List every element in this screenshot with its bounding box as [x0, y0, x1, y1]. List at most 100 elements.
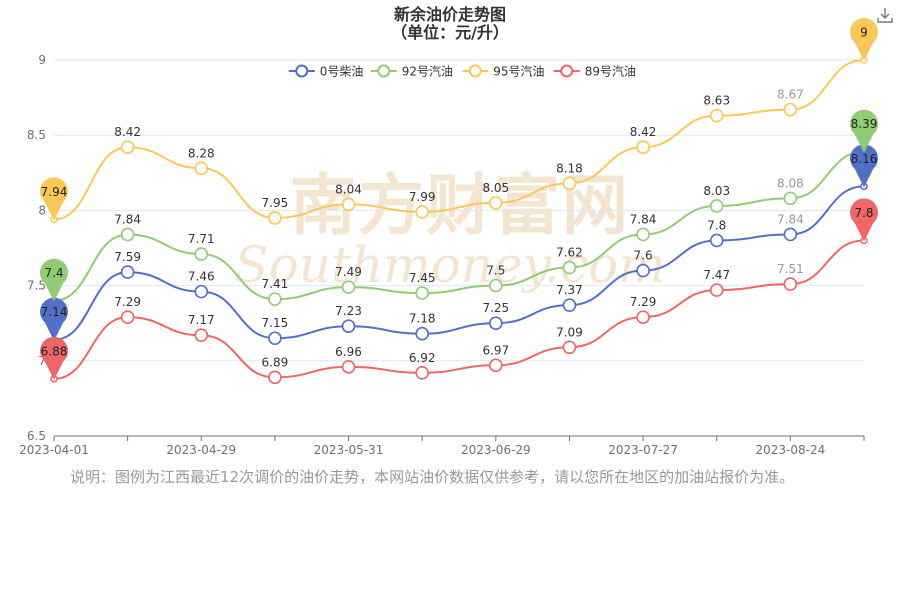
legend-marker	[377, 64, 391, 78]
legend-item[interactable]: 92号汽油	[370, 64, 453, 79]
data-point[interactable]	[194, 328, 209, 343]
x-tick-label: 2023-05-31	[314, 443, 384, 457]
data-point[interactable]	[120, 140, 135, 155]
data-label: 7.09	[556, 325, 583, 339]
marker-pin[interactable]: 7.4	[40, 258, 68, 302]
marker-pin-head	[850, 18, 878, 46]
data-point[interactable]	[489, 278, 503, 293]
marker-pin-tail	[44, 359, 64, 380]
data-label: 7.18	[409, 312, 436, 326]
data-point[interactable]	[341, 319, 356, 334]
data-point[interactable]	[194, 161, 209, 176]
data-label: 7.49	[335, 265, 362, 279]
data-point[interactable]	[489, 196, 503, 210]
data-point[interactable]	[194, 247, 209, 261]
data-label: 7.45	[409, 271, 436, 285]
data-point[interactable]	[709, 233, 724, 248]
data-label: 7.84	[777, 212, 804, 226]
data-point[interactable]	[562, 176, 577, 191]
legend-marker	[560, 64, 574, 78]
marker-pin[interactable]: 6.88	[40, 336, 68, 380]
data-label: 8.18	[556, 161, 583, 175]
marker-pin-head	[850, 144, 878, 173]
watermark: 南方财富网 Southmoney.com	[234, 167, 665, 294]
marker-pin-head	[850, 198, 878, 227]
data-point[interactable]	[636, 140, 650, 155]
download-icon[interactable]	[876, 6, 894, 24]
data-point[interactable]	[268, 331, 282, 346]
data-label: 7.47	[703, 268, 730, 282]
legend-item[interactable]: 89号汽油	[553, 64, 636, 79]
data-point[interactable]	[120, 265, 135, 279]
series-line	[53, 59, 865, 221]
data-point[interactable]	[783, 102, 798, 117]
chart-title: 新余油价走势图	[393, 5, 506, 24]
marker-pin-head	[40, 336, 68, 365]
data-point[interactable]	[120, 310, 135, 324]
marker-pin[interactable]: 8.16	[850, 144, 878, 188]
data-point[interactable]	[194, 284, 209, 299]
marker-pin[interactable]: 7.14	[40, 297, 68, 341]
data-label: 6.89	[262, 355, 289, 369]
y-tick-label: 8	[38, 203, 46, 217]
data-point[interactable]	[783, 277, 798, 291]
data-label: 7.29	[630, 295, 657, 309]
data-point[interactable]	[636, 310, 650, 324]
data-label: 8.03	[703, 184, 730, 198]
data-point[interactable]	[783, 227, 798, 242]
legend-label: 95号汽油	[493, 64, 544, 79]
data-point[interactable]	[268, 292, 282, 306]
chart-note: 说明：图例为江西最近12次调价的油价走势，本网站油价数据仅供参考，请以您所在地区…	[70, 468, 795, 486]
data-point[interactable]	[341, 280, 356, 294]
data-point[interactable]	[415, 205, 429, 219]
marker-pin-head	[850, 109, 878, 138]
x-tick-label: 2023-04-01	[19, 443, 89, 457]
x-tick-label: 2023-06-29	[461, 443, 531, 457]
data-point[interactable]	[415, 366, 429, 380]
marker-pin-label: 7.8	[854, 206, 873, 220]
data-point[interactable]	[415, 326, 429, 341]
series-line	[53, 185, 865, 341]
data-point[interactable]	[709, 199, 724, 213]
marker-pin-head	[40, 177, 68, 206]
marker-pin-label: 7.94	[41, 185, 68, 199]
data-point[interactable]	[415, 286, 429, 300]
marker-pin-label: 8.39	[851, 117, 878, 131]
data-label: 7.25	[482, 301, 509, 315]
y-tick-label: 7.5	[27, 279, 46, 293]
data-point[interactable]	[489, 358, 503, 373]
marker-pin-head	[40, 258, 68, 287]
data-point[interactable]	[341, 360, 356, 374]
data-point[interactable]	[562, 260, 577, 275]
data-point[interactable]	[268, 370, 282, 385]
y-tick-label: 7	[38, 354, 46, 368]
data-point[interactable]	[562, 340, 577, 355]
legend-item[interactable]: 95号汽油	[462, 64, 545, 79]
data-point[interactable]	[709, 108, 724, 123]
data-point[interactable]	[562, 298, 577, 312]
data-label: 7.84	[630, 212, 657, 226]
legend-label: 0号柴油	[320, 65, 364, 79]
data-point[interactable]	[636, 227, 650, 242]
marker-pin[interactable]: 7.8	[850, 198, 878, 242]
data-label: 7.17	[188, 313, 215, 327]
legend-item[interactable]: 0号柴油	[288, 64, 364, 79]
data-point[interactable]	[636, 263, 650, 278]
data-label: 8.04	[335, 182, 362, 196]
data-point[interactable]	[489, 316, 503, 331]
data-point[interactable]	[709, 283, 724, 297]
data-label: 6.96	[335, 345, 362, 359]
data-point[interactable]	[341, 197, 356, 212]
data-label: 8.28	[188, 146, 215, 160]
data-label: 7.84	[114, 212, 141, 226]
data-point[interactable]	[120, 227, 135, 242]
marker-pin[interactable]: 9	[850, 18, 878, 61]
data-point[interactable]	[268, 211, 282, 225]
x-tick-label: 2023-08-24	[755, 443, 825, 457]
data-point[interactable]	[783, 191, 798, 206]
legend-label: 92号汽油	[402, 64, 453, 79]
marker-pin-label: 8.16	[851, 152, 878, 166]
marker-pin[interactable]: 8.39	[850, 109, 878, 153]
marker-pin[interactable]: 7.94	[40, 177, 68, 221]
